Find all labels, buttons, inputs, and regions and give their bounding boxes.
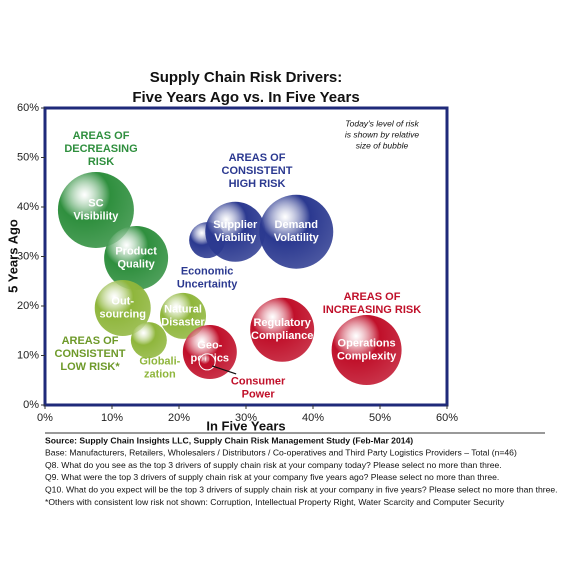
region-annotation: INCREASING RISK (323, 304, 421, 316)
footer-text: *Others with consistent low risk not sho… (45, 497, 505, 507)
y-tick-label: 60% (17, 102, 39, 114)
region-annotation: AREAS OF (344, 291, 401, 303)
bubble (198, 353, 216, 371)
bubble-label: Operations (338, 337, 396, 349)
bubble (182, 325, 237, 380)
region-annotation: AREAS OF (229, 152, 286, 164)
y-tick-label: 10% (17, 349, 39, 361)
bubble-label: sourcing (99, 308, 145, 320)
x-tick-label: 50% (369, 412, 391, 424)
bubble (130, 322, 167, 359)
bubble-label: Quality (117, 258, 155, 270)
bubble (160, 292, 207, 339)
bubble-label: Economic (181, 266, 234, 278)
note: Today's level of risk (345, 118, 419, 128)
footer-text: Q8. What do you see as the top 3 drivers… (45, 460, 502, 470)
pointer-arrow (211, 365, 237, 375)
region-annotation: LOW RISK* (60, 361, 120, 373)
region-annotation: CONSISTENT (55, 348, 126, 360)
region-annotation: HIGH RISK (229, 178, 286, 190)
bubble-label: Compliance (251, 330, 313, 342)
bubble-label: Disaster (161, 316, 205, 328)
bubble (250, 297, 315, 362)
footer-text: Q10. What do you expect will be the top … (45, 484, 558, 494)
bubble-label: Viability (214, 232, 257, 244)
bubble (57, 171, 134, 248)
bubble-label: Demand (275, 219, 318, 231)
x-tick-label: 20% (168, 412, 190, 424)
bubble-label: Visibility (73, 210, 119, 222)
bubble-label: Power (242, 388, 276, 400)
region-annotation: AREAS OF (73, 130, 130, 142)
y-tick-label: 20% (17, 300, 39, 312)
bubble (104, 225, 169, 290)
region-annotation: DECREASING (64, 143, 137, 155)
footer-text: Q9. What were the top 3 drivers of suppl… (45, 472, 499, 482)
bubble-label: Complexity (337, 350, 397, 362)
footer-text: Source: Supply Chain Insights LLC, Suppl… (45, 435, 413, 445)
y-tick-label: 30% (17, 250, 39, 262)
bubble-label: Volatility (274, 232, 320, 244)
bubble (331, 315, 402, 386)
footer-text: Base: Manufacturers, Retailers, Wholesal… (45, 448, 517, 458)
y-tick-label: 0% (23, 399, 39, 411)
region-annotation: RISK (88, 156, 114, 168)
bubble-label: Globali- (139, 356, 180, 368)
chart-title: Supply Chain Risk Drivers: (150, 69, 343, 86)
bubble-label: Out- (111, 295, 134, 307)
region-annotation: AREAS OF (62, 335, 119, 347)
region-annotation: CONSISTENT (222, 165, 293, 177)
bubble (94, 279, 151, 336)
bubble-label: Geo- (197, 339, 222, 351)
x-axis-label: In Five Years (206, 418, 285, 433)
y-tick-label: 40% (17, 201, 39, 213)
bubble-label: Regulatory (253, 317, 311, 329)
bubble-label: SC (88, 197, 103, 209)
bubble-label: Natural (164, 303, 202, 315)
bubble-label: zation (144, 369, 176, 381)
bubble-label: Supplier (213, 219, 258, 231)
x-tick-label: 0% (37, 412, 53, 424)
bubble (205, 201, 266, 262)
x-tick-label: 30% (235, 412, 257, 424)
bubble-label: Product (115, 245, 157, 257)
y-axis-label: 5 Years Ago (5, 219, 20, 293)
note: size of bubble (356, 140, 409, 150)
bubble-label: Uncertainty (177, 279, 238, 291)
bubble (259, 194, 334, 269)
chart-title: Five Years Ago vs. In Five Years (132, 89, 359, 106)
x-tick-label: 10% (101, 412, 123, 424)
note: is shown by relative (345, 129, 419, 139)
y-tick-label: 50% (17, 151, 39, 163)
bubble-label: Consumer (231, 375, 286, 387)
x-tick-label: 60% (436, 412, 458, 424)
x-tick-label: 40% (302, 412, 324, 424)
